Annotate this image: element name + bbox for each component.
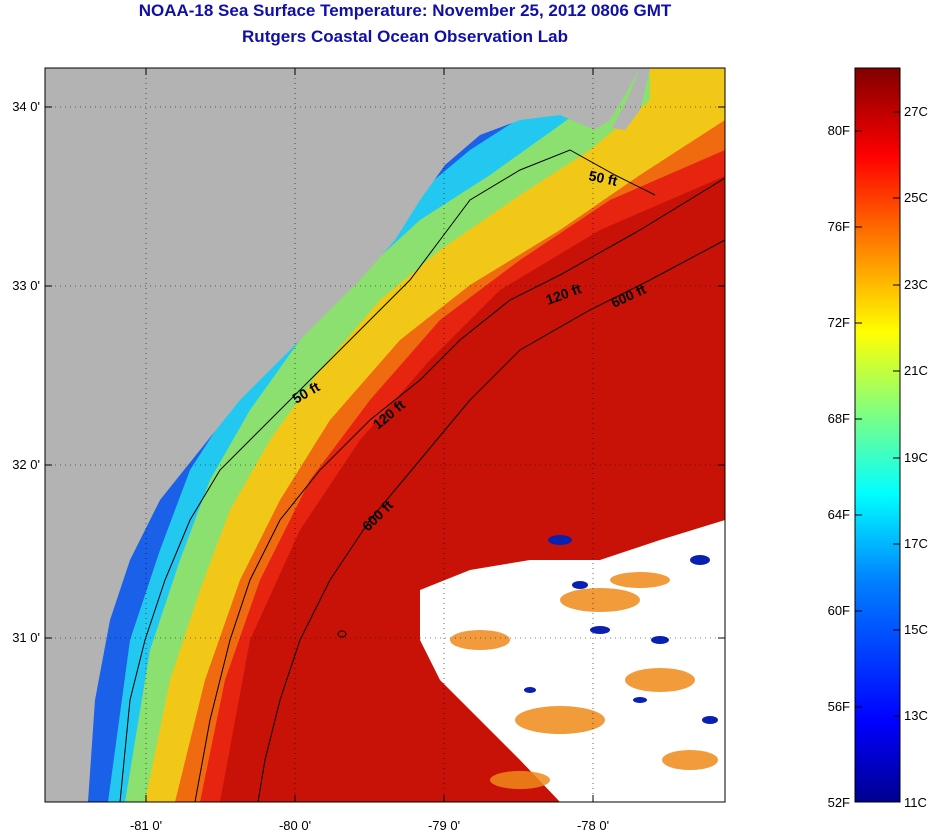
grid-lines <box>45 68 725 802</box>
cb-c-13: 13C <box>904 708 928 723</box>
cb-c-17: 17C <box>904 536 928 551</box>
chart-subtitle: Rutgers Coastal Ocean Observation Lab <box>242 27 568 46</box>
land-barrier-strip <box>612 68 650 130</box>
contour-label-50ft-north: 50 ft <box>587 167 619 189</box>
contour-50ft <box>119 149 656 802</box>
cb-f-68: 68F <box>827 411 850 426</box>
map-ticks <box>45 68 725 802</box>
cb-c-23: 23C <box>904 277 928 292</box>
cloud-warm-speckle <box>450 572 718 789</box>
cb-f-52: 52F <box>827 795 850 810</box>
cb-c-27: 27C <box>904 104 928 119</box>
land-mass <box>45 68 640 802</box>
lon-label-80: -80 0' <box>278 818 312 833</box>
cloud-cold-speckle <box>524 535 718 724</box>
cb-f-80: 80F <box>827 123 850 138</box>
contour-closed-loop <box>337 630 347 638</box>
cloud-cover <box>420 520 725 802</box>
lon-label-78: -78 0' <box>576 818 610 833</box>
map-area <box>45 68 725 802</box>
cb-c-11: 11C <box>904 795 927 810</box>
colorbar-ticks <box>855 111 900 717</box>
cb-f-64: 64F <box>827 507 850 522</box>
contour-600ft <box>257 239 725 802</box>
map-frame <box>44 67 726 803</box>
cb-f-72: 72F <box>827 315 850 330</box>
lat-label-33: 33 0' <box>12 278 40 293</box>
lat-label-32: 32 0' <box>12 457 40 472</box>
contour-120ft <box>194 177 725 802</box>
lat-label-31: 31 0' <box>12 630 40 645</box>
cb-f-56: 56F <box>827 699 850 714</box>
lon-label-79: -79 0' <box>427 818 461 833</box>
cb-c-19: 19C <box>904 450 928 465</box>
lon-label-81: -81 0' <box>129 818 163 833</box>
cb-f-60: 60F <box>827 603 850 618</box>
cb-c-15: 15C <box>904 622 928 637</box>
lat-label-34: 34 0' <box>12 99 40 114</box>
cb-c-21: 21C <box>904 363 928 378</box>
cb-c-25: 25C <box>904 190 928 205</box>
colorbar <box>854 67 901 803</box>
chart-title: NOAA-18 Sea Surface Temperature: Novembe… <box>138 1 672 20</box>
cb-f-76: 76F <box>827 219 850 234</box>
